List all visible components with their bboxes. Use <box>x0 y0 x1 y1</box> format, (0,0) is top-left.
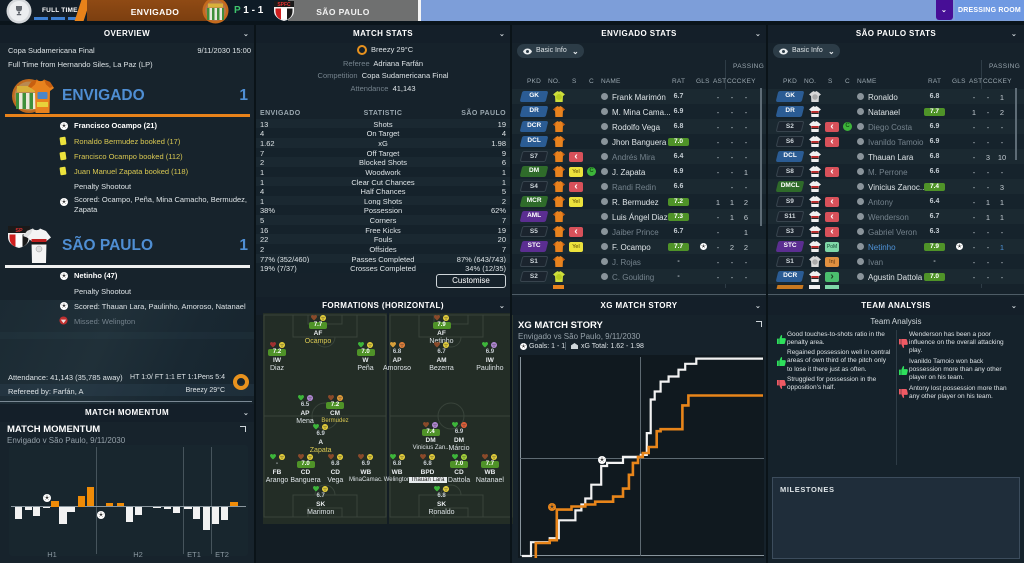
svg-text:SP: SP <box>15 228 23 234</box>
svg-text:SPFC: SPFC <box>277 2 291 8</box>
